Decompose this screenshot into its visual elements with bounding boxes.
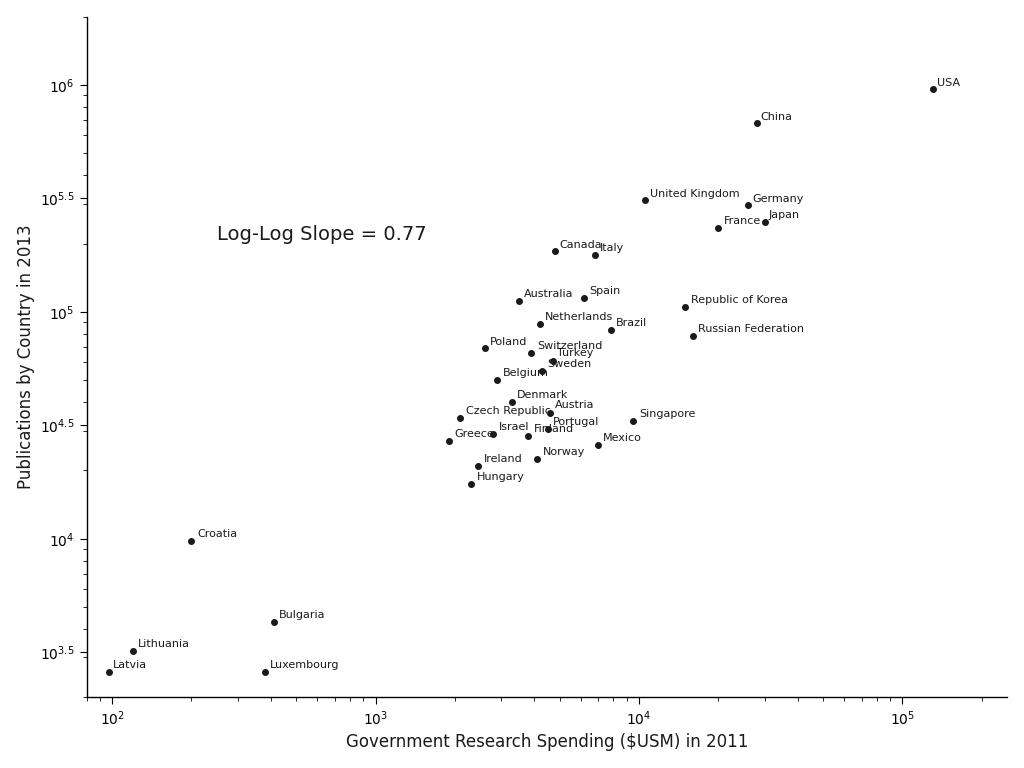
Point (183, 535, 200, 547)
Text: Portugal: Portugal (553, 417, 599, 427)
Text: Italy: Italy (600, 243, 624, 253)
Text: Hungary: Hungary (476, 472, 524, 482)
Text: Switzerland: Switzerland (537, 341, 602, 351)
Point (636, 194, 652, 207)
Text: Republic of Korea: Republic of Korea (690, 295, 787, 305)
Point (257, 665, 273, 677)
Text: Norway: Norway (543, 447, 585, 457)
Point (677, 301, 693, 313)
X-axis label: Government Research Spending ($USM) in 2011: Government Research Spending ($USM) in 2… (346, 733, 749, 751)
Point (440, 435, 457, 447)
Point (587, 249, 603, 261)
Text: Denmark: Denmark (517, 390, 568, 400)
Text: Austria: Austria (555, 400, 595, 410)
Text: USA: USA (937, 78, 959, 88)
Text: Mexico: Mexico (603, 432, 642, 442)
Point (531, 318, 548, 330)
Text: Finland: Finland (534, 424, 574, 434)
Text: Germany: Germany (753, 194, 804, 204)
Text: Lithuania: Lithuania (137, 639, 189, 649)
Point (757, 216, 773, 228)
Point (590, 439, 606, 451)
Text: Australia: Australia (523, 289, 573, 299)
Point (453, 412, 469, 425)
Text: France: France (724, 217, 761, 227)
Point (523, 346, 540, 359)
Point (540, 422, 556, 435)
Point (511, 295, 527, 307)
Point (740, 199, 757, 211)
Text: Turkey: Turkey (557, 348, 594, 358)
Point (749, 117, 765, 129)
Point (476, 343, 493, 355)
Point (489, 374, 506, 386)
Text: Japan: Japan (768, 210, 800, 220)
Text: Russian Federation: Russian Federation (698, 324, 805, 334)
Point (685, 330, 701, 343)
Text: Spain: Spain (590, 286, 621, 296)
Text: Log-Log Slope = 0.77: Log-Log Slope = 0.77 (217, 225, 427, 243)
Point (470, 459, 486, 472)
Point (535, 365, 551, 377)
Text: Croatia: Croatia (197, 529, 238, 539)
Y-axis label: Publications by Country in 2013: Publications by Country in 2013 (16, 225, 35, 489)
Text: Greece: Greece (455, 429, 495, 439)
Point (547, 245, 563, 257)
Text: Belgium: Belgium (503, 368, 549, 378)
Point (125, 645, 141, 657)
Text: United Kingdom: United Kingdom (650, 189, 739, 199)
Text: Czech Republic: Czech Republic (466, 406, 551, 416)
Point (100, 665, 117, 677)
Text: Brazil: Brazil (616, 318, 647, 328)
Text: Israel: Israel (500, 422, 529, 432)
Point (504, 396, 520, 409)
Point (520, 429, 537, 442)
Point (542, 406, 558, 419)
Point (602, 324, 618, 336)
Point (528, 452, 545, 465)
Text: Latvia: Latvia (114, 660, 147, 670)
Text: Luxembourg: Luxembourg (269, 660, 339, 670)
Text: Poland: Poland (490, 337, 527, 347)
Point (925, 83, 941, 95)
Text: Netherlands: Netherlands (545, 313, 613, 323)
Text: Sweden: Sweden (548, 359, 592, 369)
Point (625, 415, 641, 427)
Text: Singapore: Singapore (639, 409, 695, 419)
Point (265, 616, 282, 628)
Text: Ireland: Ireland (483, 454, 522, 464)
Text: China: China (761, 111, 793, 121)
Point (710, 221, 726, 233)
Point (545, 355, 561, 367)
Point (463, 478, 479, 490)
Text: Canada: Canada (560, 240, 602, 250)
Point (485, 428, 502, 440)
Point (577, 292, 593, 304)
Text: Bulgaria: Bulgaria (279, 610, 326, 620)
